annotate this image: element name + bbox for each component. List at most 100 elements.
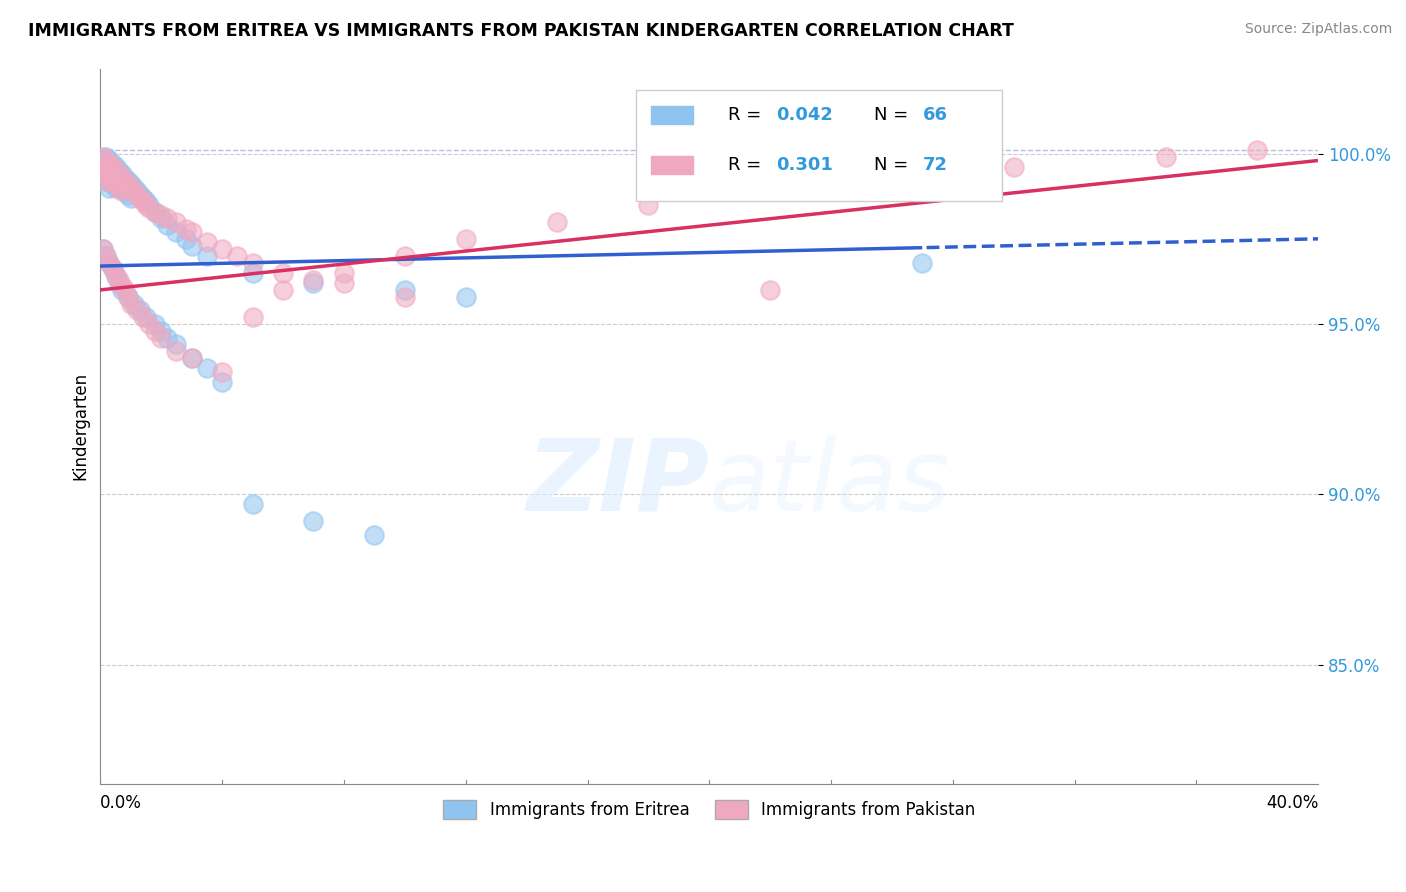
Point (180, 225, 202, 239)
Point (104, 163, 127, 178)
Point (156, 330, 179, 344)
Point (101, 157, 124, 171)
Point (195, 361, 218, 376)
Point (454, 290, 477, 304)
Point (96, 163, 118, 178)
Point (104, 180, 127, 194)
FancyBboxPatch shape (651, 156, 693, 174)
Point (114, 283, 136, 297)
Point (107, 178, 129, 192)
Point (122, 180, 145, 194)
Point (180, 238, 202, 252)
Point (107, 276, 129, 290)
Point (101, 167, 124, 181)
Point (166, 215, 188, 229)
Point (101, 161, 124, 175)
Point (117, 290, 139, 304)
Point (271, 283, 294, 297)
Point (93, 242, 115, 256)
Point (111, 167, 134, 181)
Point (333, 276, 356, 290)
Point (132, 310, 155, 325)
Point (96, 249, 118, 263)
Point (271, 266, 294, 280)
Text: 40.0%: 40.0% (1265, 794, 1319, 812)
Point (135, 310, 157, 325)
Point (363, 528, 385, 542)
Point (96, 249, 118, 263)
FancyBboxPatch shape (651, 106, 693, 124)
Text: 0.0%: 0.0% (100, 794, 142, 812)
Text: Source: ZipAtlas.com: Source: ZipAtlas.com (1244, 22, 1392, 37)
Point (166, 337, 188, 351)
Point (333, 266, 356, 280)
Point (96, 161, 118, 175)
Point (1002, 161, 1025, 175)
Point (111, 279, 134, 293)
Point (759, 180, 782, 194)
Point (107, 163, 129, 178)
Point (851, 170, 873, 185)
Point (394, 290, 416, 304)
Text: R =: R = (727, 106, 766, 124)
FancyBboxPatch shape (637, 90, 1001, 201)
Point (98, 170, 121, 185)
Point (93, 161, 115, 175)
Point (98, 180, 121, 194)
Point (129, 303, 152, 318)
Point (101, 262, 124, 277)
Point (166, 344, 188, 359)
Point (394, 249, 416, 263)
Point (180, 351, 202, 365)
Text: ZIP: ZIP (526, 434, 709, 532)
Point (302, 273, 325, 287)
Point (111, 184, 134, 198)
Point (104, 170, 127, 185)
Point (107, 167, 129, 181)
Point (122, 296, 145, 310)
Point (101, 262, 124, 277)
Point (242, 255, 264, 269)
Point (117, 178, 139, 192)
Point (150, 211, 173, 226)
Point (93, 150, 115, 164)
Point (135, 198, 157, 212)
Text: 72: 72 (922, 156, 948, 174)
Point (125, 303, 148, 318)
Point (166, 225, 188, 239)
Point (120, 296, 142, 310)
Point (143, 204, 166, 219)
Point (546, 215, 568, 229)
Point (211, 375, 233, 389)
Text: atlas: atlas (709, 434, 950, 532)
Point (101, 178, 124, 192)
Point (150, 208, 173, 222)
Text: IMMIGRANTS FROM ERITREA VS IMMIGRANTS FROM PAKISTAN KINDERGARTEN CORRELATION CHA: IMMIGRANTS FROM ERITREA VS IMMIGRANTS FR… (28, 22, 1014, 40)
Point (98, 153, 121, 168)
Point (96, 174, 118, 188)
Point (143, 204, 166, 219)
Point (138, 317, 160, 331)
Point (111, 283, 134, 297)
Point (174, 221, 197, 235)
Point (104, 269, 127, 284)
Point (114, 184, 136, 198)
Point (96, 153, 118, 168)
Point (96, 174, 118, 188)
Text: 66: 66 (922, 106, 948, 124)
Point (1154, 150, 1177, 164)
Point (93, 163, 115, 178)
Point (129, 187, 152, 202)
Point (242, 498, 264, 512)
Point (104, 161, 127, 175)
Point (96, 167, 118, 181)
Point (98, 255, 121, 269)
Text: 0.042: 0.042 (776, 106, 834, 124)
Point (132, 191, 155, 205)
Point (98, 255, 121, 269)
Point (150, 330, 173, 344)
Point (93, 242, 115, 256)
Point (150, 324, 173, 338)
Point (96, 157, 118, 171)
Point (104, 178, 127, 192)
